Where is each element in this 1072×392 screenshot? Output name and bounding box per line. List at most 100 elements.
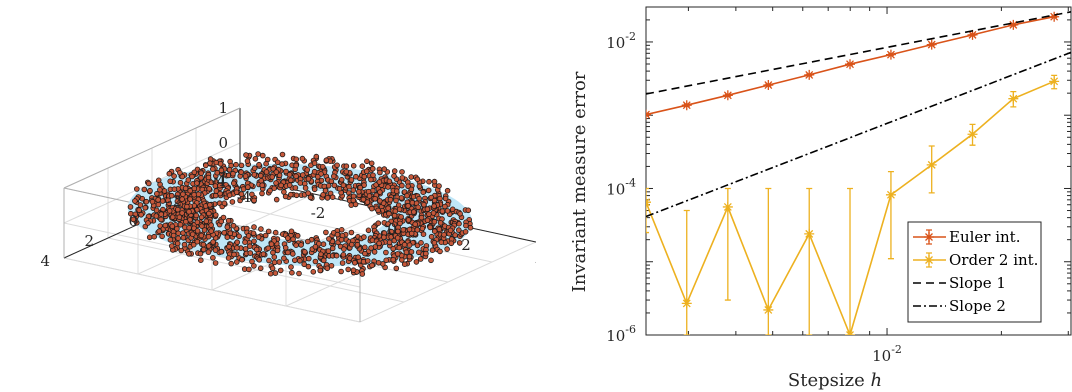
scatter-point — [234, 259, 240, 265]
scatter-point — [355, 189, 362, 195]
scatter-point — [425, 187, 432, 194]
scatter-point — [437, 248, 443, 255]
x-tick-label: 2 — [461, 236, 471, 254]
scatter-point — [385, 221, 391, 227]
scatter-point — [398, 195, 405, 201]
scatter-point — [412, 221, 419, 228]
scatter-point — [149, 198, 156, 205]
series-line — [646, 11, 1071, 95]
x-tick-label: -4 — [237, 188, 252, 206]
scatter-point — [417, 256, 424, 262]
scatter-point — [166, 208, 173, 214]
scatter-point — [307, 194, 314, 201]
series-slope-2 — [646, 51, 1071, 218]
scatter-point — [394, 235, 401, 241]
scatter-point — [185, 177, 192, 183]
scatter-point — [226, 192, 233, 199]
scatter-point — [293, 156, 300, 163]
y-tick-label: 4 — [40, 252, 50, 270]
scatter-point — [317, 267, 324, 274]
data-marker — [722, 201, 733, 212]
scatter-point — [436, 226, 443, 233]
scatter-point — [256, 161, 262, 168]
scatter-point — [130, 216, 137, 223]
scatter-point — [293, 192, 300, 199]
scatter-point — [156, 228, 163, 235]
scatter-point — [168, 192, 175, 199]
y-tick-label: 2 — [84, 232, 94, 250]
scatter-point — [312, 258, 319, 265]
data-marker — [924, 232, 934, 242]
scatter-point — [198, 257, 204, 264]
data-marker — [763, 304, 774, 315]
z-tick-label: -1 — [213, 169, 228, 187]
scatter-point — [281, 255, 287, 262]
scatter-point — [416, 195, 422, 202]
data-marker — [967, 129, 978, 140]
scatter-point — [251, 172, 258, 178]
data-marker — [804, 69, 815, 80]
scatter-point — [398, 214, 404, 220]
scatter-point — [226, 243, 232, 250]
scatter-point — [260, 251, 267, 257]
scatter-point — [257, 265, 264, 272]
scatter-point — [175, 235, 182, 242]
scatter-point — [186, 224, 192, 231]
scatter-point — [324, 265, 331, 272]
scatter-point — [345, 266, 352, 273]
scatter-point — [258, 226, 264, 232]
scatter-point — [311, 186, 318, 193]
scatter-point — [359, 163, 366, 170]
scatter-point — [284, 235, 291, 241]
scatter-point — [361, 182, 367, 188]
scatter-point — [463, 222, 469, 229]
scatter-point — [276, 259, 283, 265]
data-marker — [804, 228, 815, 239]
scatter-point — [340, 182, 347, 189]
scatter-point — [250, 230, 257, 237]
scatter-point — [369, 165, 376, 172]
y-axis-label: Invariant measure error — [569, 71, 590, 292]
scatter-point — [396, 244, 403, 251]
scatter-point — [269, 174, 276, 180]
error-bar — [646, 187, 649, 234]
scatter-point — [364, 158, 370, 165]
scatter-point — [217, 182, 223, 189]
scatter-point — [212, 260, 219, 266]
scatter-point — [151, 233, 158, 240]
legend-label: Slope 1 — [949, 274, 1006, 292]
scatter-point — [359, 271, 366, 277]
x-axis-label: Stepsize h — [788, 370, 882, 391]
scatter-point — [184, 203, 190, 210]
scatter-point — [236, 233, 242, 240]
scatter-point — [381, 166, 388, 172]
scatter-point — [127, 204, 134, 210]
scatter-point — [447, 227, 454, 234]
scatter-point — [442, 195, 449, 202]
scatter-point — [293, 162, 299, 169]
scatter-point — [161, 188, 168, 194]
scatter-point — [394, 251, 401, 257]
error-bar — [1010, 90, 1017, 108]
scatter-point — [393, 188, 400, 194]
scatter-point — [285, 249, 291, 256]
scatter-point — [255, 151, 261, 157]
scatter-point — [146, 180, 152, 187]
scatter-point — [251, 165, 258, 172]
scatter-point — [368, 176, 374, 183]
scatter-point — [368, 205, 375, 212]
scatter-point — [213, 188, 220, 194]
x-tick-label: 0 — [387, 220, 397, 238]
scatter-point — [376, 179, 383, 185]
scatter-point — [365, 227, 372, 234]
x-tick-label: 4 — [535, 252, 536, 270]
scatter-point — [410, 209, 417, 215]
scatter-point — [431, 228, 438, 235]
scatter-point — [375, 207, 381, 214]
scatter-point — [279, 151, 286, 158]
data-marker — [885, 189, 896, 200]
scatter-point — [186, 251, 192, 257]
scatter-point — [198, 232, 205, 239]
scatter-point — [191, 192, 197, 198]
scatter-point — [368, 160, 375, 167]
